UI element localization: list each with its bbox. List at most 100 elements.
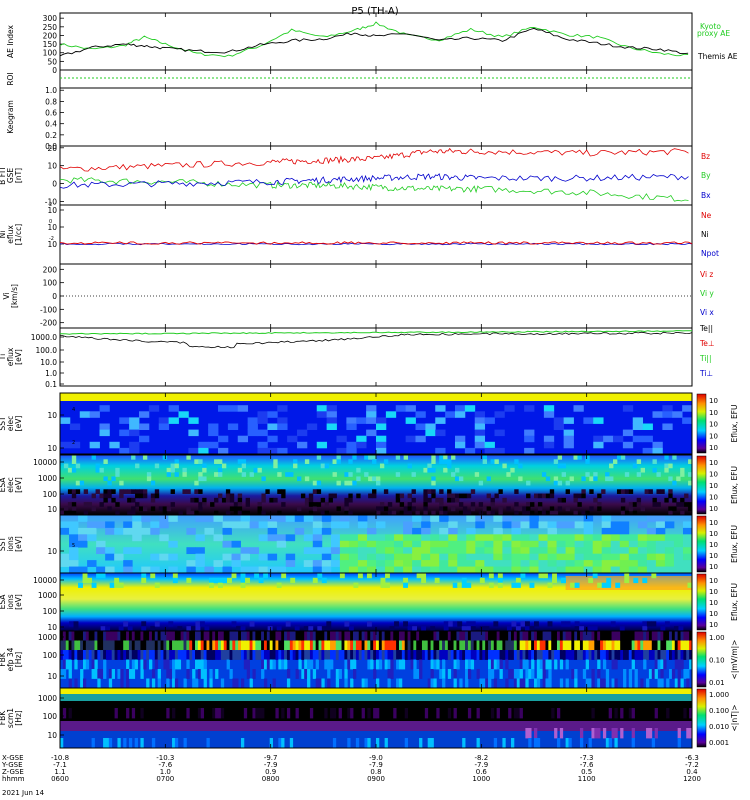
esa-i-cell	[82, 577, 88, 584]
y-axis-label-line: SST	[0, 416, 7, 431]
fbk-e-cell	[528, 669, 532, 679]
fbk-e-cell	[623, 640, 627, 651]
sst-i-cell	[673, 553, 684, 561]
esa-i-cell	[141, 573, 147, 579]
fbk-e-cell	[347, 659, 351, 670]
esa-i-cell	[524, 621, 530, 627]
esa-e-cell	[668, 493, 673, 499]
fbk-e-cell	[519, 640, 523, 651]
fbk-e-cell	[660, 631, 664, 641]
fbk-b-cell	[579, 738, 584, 749]
y-tick-label: 0	[52, 292, 57, 301]
sst-i-cell	[87, 521, 97, 529]
fbk-e-cell	[140, 669, 144, 679]
sst-i-cell	[403, 527, 413, 535]
sst-i-cell	[646, 566, 657, 574]
esa-e-cell	[107, 493, 112, 499]
esa-e-cell	[581, 489, 586, 494]
sst-i-cell	[204, 566, 214, 574]
colorbar-tick-label: 10	[709, 577, 718, 585]
fbk-e-cell	[467, 640, 472, 651]
esa-e-cell	[344, 480, 349, 486]
sst-i-cell	[186, 566, 196, 574]
fbk-e-cell	[105, 640, 110, 651]
esa-e-cell	[616, 489, 622, 494]
sst-i-cell	[231, 521, 241, 529]
temp-ti-line	[60, 330, 692, 335]
fbk-e-cell	[88, 631, 92, 641]
fbk-e-cell	[614, 650, 618, 660]
fbk-e-cell	[77, 650, 81, 660]
fbk-b-cell	[367, 738, 371, 749]
sst-i-cell	[276, 534, 287, 542]
fbk-e-cell	[128, 669, 133, 679]
fbk-e-cell	[620, 631, 624, 641]
fbk-e-cell	[465, 678, 469, 689]
legend-temp: Te||	[699, 324, 713, 333]
sst-i-cell	[628, 534, 639, 542]
esa-e-cell	[115, 502, 120, 507]
esa-e-cell	[506, 472, 511, 477]
sst-i-cell	[520, 521, 530, 529]
fbk-e-cell	[189, 650, 193, 660]
fbk-e-cell	[508, 669, 512, 679]
fbk-e-cell	[657, 631, 661, 641]
esa-e-cell	[277, 489, 282, 494]
fbk-e-cell	[663, 631, 667, 641]
sst-i-cell	[520, 515, 530, 522]
esa-e-cell	[344, 506, 349, 512]
y-axis-label-line: ions	[6, 594, 15, 609]
fbk-e-cell	[378, 659, 383, 670]
fbk-e-cell	[71, 650, 75, 660]
esa-i-cell	[538, 573, 544, 579]
y-tick-label: 250	[43, 23, 58, 32]
sst-e-cell	[563, 417, 574, 424]
sst-e-cell	[188, 447, 199, 455]
sst-i-cell	[628, 566, 639, 574]
esa-i-cell	[249, 621, 255, 627]
fbk-e-cell	[574, 640, 578, 651]
fbk-e-cell	[519, 650, 523, 660]
fbk-e-cell	[197, 640, 202, 651]
esa-i-cell	[240, 577, 246, 584]
footer-time: 1200	[683, 775, 701, 783]
sst-e-cell	[435, 447, 446, 455]
sst-i-cell	[195, 547, 205, 555]
fbk-e-cell	[534, 678, 538, 689]
esa-e-cell	[372, 489, 377, 494]
fbk-e-cell	[643, 640, 647, 651]
sst-i-cell	[330, 547, 341, 555]
fbk-e-cell	[183, 678, 187, 689]
fbk-e-cell	[671, 650, 676, 660]
esa-i-cell	[497, 577, 503, 584]
esa-i-cell	[100, 573, 106, 579]
esa-i-cell	[114, 582, 120, 588]
esa-i-cell	[218, 582, 223, 588]
esa-e-cell	[139, 493, 144, 499]
fbk-e-cell	[103, 669, 107, 679]
fbk-e-cell	[235, 678, 239, 689]
esa-e-cell	[142, 489, 148, 494]
esa-e-cell	[688, 459, 693, 464]
sst-e-cell	[376, 417, 387, 424]
fbk-e-cell	[123, 650, 127, 660]
sst-e-cell	[247, 417, 258, 424]
esa-e-cell	[632, 510, 638, 516]
esa-e-cell	[344, 510, 349, 516]
esa-e-cell	[656, 489, 661, 494]
fbk-e-cell	[140, 640, 144, 651]
fbk-e-cell	[312, 631, 317, 641]
sst-e-cell	[227, 423, 239, 430]
esa-i-cell	[321, 577, 327, 584]
fbk-e-cell	[476, 631, 480, 641]
esa-i-cell	[664, 621, 670, 627]
fbk-e-cell	[511, 669, 515, 679]
colorbar-tick-label: 10	[709, 541, 718, 549]
esa-e-cell	[490, 502, 495, 507]
esa-e-cell	[214, 497, 219, 503]
esa-e-cell	[119, 489, 124, 494]
fbk-e-cell	[105, 631, 110, 641]
esa-e-cell	[605, 476, 610, 482]
sst-e-cell	[435, 417, 446, 424]
esa-e-cell	[549, 506, 555, 512]
